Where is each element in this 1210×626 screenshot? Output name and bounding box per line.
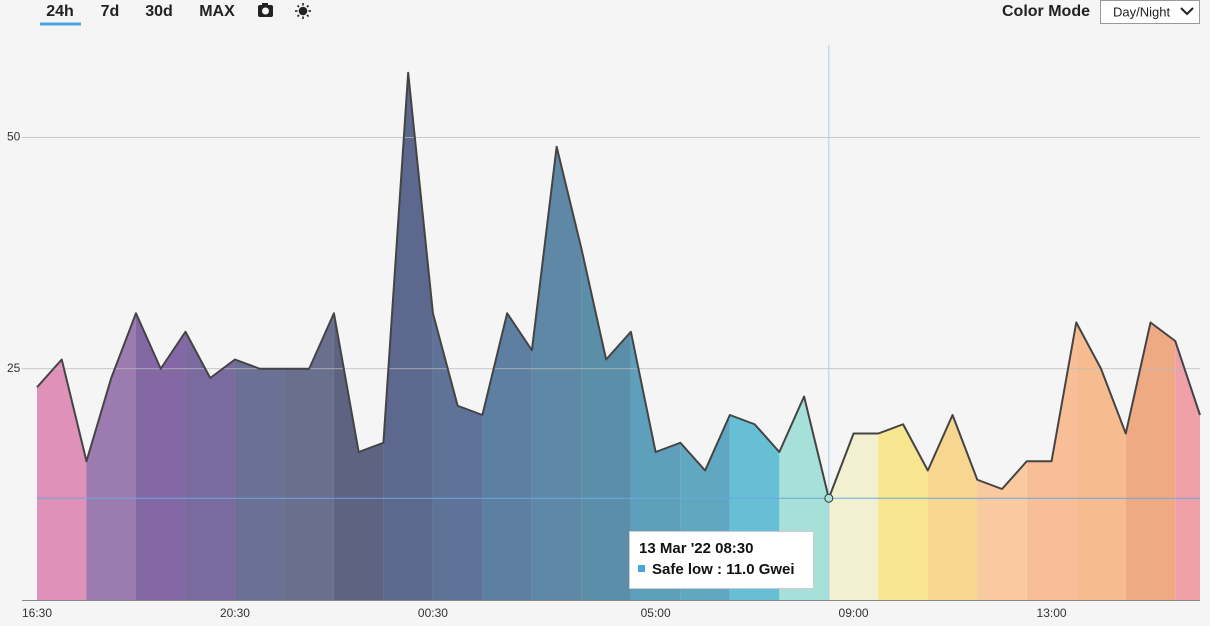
tab-7d[interactable]: 7d	[101, 3, 120, 20]
color-mode-select[interactable]: Day/Night	[1100, 0, 1200, 24]
area-band	[581, 248, 631, 600]
area-band	[927, 415, 978, 600]
x-tick-label: 05:00	[641, 606, 671, 620]
area-band	[135, 313, 186, 600]
area-band	[383, 72, 433, 600]
camera-icon[interactable]	[258, 3, 273, 17]
tab-24h[interactable]: 24h	[46, 3, 74, 20]
area-band	[482, 313, 532, 600]
area-band	[828, 433, 879, 600]
area-band	[977, 461, 1027, 600]
tooltip-text: Safe low : 11.0 Gwei	[652, 561, 795, 578]
x-tick-label: 13:00	[1037, 606, 1067, 620]
color-mode-label: Color Mode	[1002, 3, 1090, 20]
area-band	[185, 331, 235, 600]
y-tick-label: 50	[7, 130, 21, 144]
area-band	[37, 359, 87, 600]
sun-icon[interactable]	[295, 3, 311, 19]
y-tick-label: 25	[7, 361, 21, 375]
area-band	[531, 146, 582, 600]
data-line	[36, 71, 1201, 500]
area-band	[1125, 322, 1176, 600]
select-value: Day/Night	[1113, 4, 1170, 19]
tab-30d[interactable]: 30d	[145, 3, 173, 20]
area-band	[234, 359, 285, 600]
area-band	[284, 313, 334, 600]
x-tick-label: 09:00	[839, 606, 869, 620]
x-tick-label: 20:30	[220, 606, 250, 620]
area-band	[878, 424, 928, 600]
tooltip-title: 13 Mar '22 08:30	[639, 540, 753, 557]
x-tick-label: 00:30	[418, 606, 448, 620]
area-band	[1076, 322, 1126, 600]
tooltip-box	[629, 531, 814, 589]
tab-max[interactable]: MAX	[199, 3, 235, 20]
area-band	[1175, 341, 1200, 600]
x-tick-label: 16:30	[22, 606, 52, 620]
hover-marker	[824, 493, 834, 503]
area-band	[86, 313, 136, 600]
area-band	[432, 313, 483, 600]
tooltip-swatch	[638, 565, 645, 572]
tooltip: 13 Mar '22 08:30 Safe low : 11.0 Gwei	[629, 531, 814, 589]
